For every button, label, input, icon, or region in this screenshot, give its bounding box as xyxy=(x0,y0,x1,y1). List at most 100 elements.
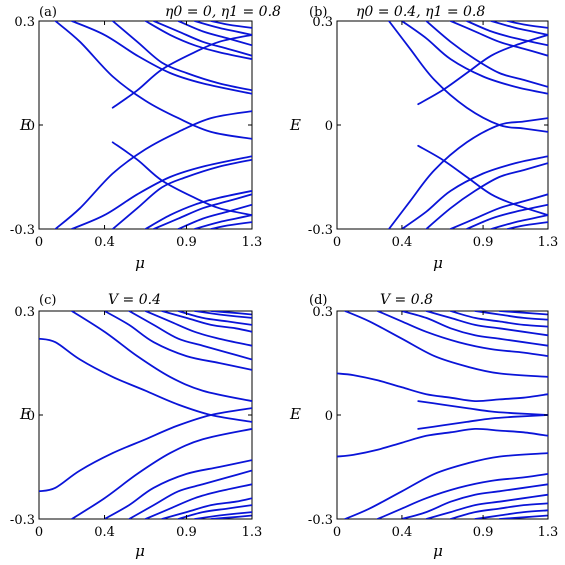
x-tick-label: 0.4 xyxy=(392,525,413,540)
band-line-2 xyxy=(388,21,548,133)
band-line-5 xyxy=(344,311,548,378)
band-line-17 xyxy=(210,21,252,29)
band-line-10 xyxy=(144,483,252,519)
panel-label: (d) xyxy=(309,293,327,308)
band-line-15 xyxy=(506,21,548,29)
band-line-2 xyxy=(337,427,548,458)
x-tick-label: 0.9 xyxy=(473,525,494,540)
band-lines xyxy=(39,311,252,519)
band-line-3 xyxy=(70,311,252,402)
x-tick-label: 0.9 xyxy=(176,235,197,250)
band-line-13 xyxy=(177,21,252,47)
tick-marks: 0 0.4 0.9 1.3-0.300.3 xyxy=(308,15,558,250)
x-tick-label: 0 xyxy=(35,235,43,250)
band-line-18 xyxy=(210,221,252,229)
band-line-9 xyxy=(401,311,548,347)
band-line-9 xyxy=(449,21,548,57)
x-axis-label: μ xyxy=(433,542,443,560)
y-tick-label: 0.3 xyxy=(14,15,35,30)
band-line-5 xyxy=(103,311,252,371)
band-line-18 xyxy=(210,514,252,519)
panel-b: 0 0.4 0.9 1.3-0.300.3 (b) η0 = 0.4, η1 = 0.… xyxy=(289,4,558,272)
y-tick-label: 0 xyxy=(27,119,35,134)
band-line-2 xyxy=(39,407,252,493)
y-axis-label: E xyxy=(19,405,31,423)
band-line-14 xyxy=(177,203,252,229)
x-tick-label: 0.9 xyxy=(473,235,494,250)
x-tick-label: 0.4 xyxy=(392,235,413,250)
x-axis-label: μ xyxy=(135,254,145,272)
band-line-4 xyxy=(70,428,252,519)
band-line-10 xyxy=(401,483,548,519)
panel-label: (c) xyxy=(39,293,56,308)
band-line-16 xyxy=(193,511,252,519)
x-tick-label: 0.4 xyxy=(94,235,115,250)
band-line-12 xyxy=(465,203,548,229)
x-tick-label: 1.3 xyxy=(538,235,559,250)
y-tick-label: 0 xyxy=(325,409,333,424)
panel-title: η0 = 0.4, η1 = 0.8 xyxy=(356,4,485,20)
band-line-1 xyxy=(39,337,252,423)
band-line-1 xyxy=(388,117,548,229)
y-tick-label: 0 xyxy=(27,409,35,424)
band-line-14 xyxy=(177,504,252,519)
x-tick-label: 1.3 xyxy=(242,525,263,540)
band-line-8 xyxy=(144,190,252,229)
band-line-14 xyxy=(490,214,548,229)
y-tick-label: 0.3 xyxy=(312,15,333,30)
band-lines xyxy=(388,21,548,229)
x-tick-label: 0.9 xyxy=(176,525,197,540)
band-line-8 xyxy=(417,144,548,216)
y-tick-label: -0.3 xyxy=(308,513,333,528)
band-line-4 xyxy=(70,155,252,229)
band-line-1 xyxy=(337,372,548,403)
x-tick-label: 0.4 xyxy=(94,525,115,540)
band-line-15 xyxy=(474,311,548,321)
band-line-5 xyxy=(425,21,548,88)
y-tick-label: -0.3 xyxy=(308,223,333,238)
x-tick-label: 0 xyxy=(333,235,341,250)
band-line-17 xyxy=(498,311,548,316)
panel-a: 0 0.4 0.9 1.3-0.300.3 (a) η0 = 0, η1 = 0.8 … xyxy=(10,4,281,272)
band-line-12 xyxy=(425,493,548,519)
band-line-11 xyxy=(111,34,252,109)
band-line-2 xyxy=(54,110,252,229)
y-axis-label: E xyxy=(289,116,301,134)
band-line-3 xyxy=(401,21,548,95)
band-line-10 xyxy=(152,193,252,229)
y-tick-label: -0.3 xyxy=(10,513,35,528)
band-line-9 xyxy=(152,21,252,57)
x-axis-label: μ xyxy=(135,542,145,560)
band-line-5 xyxy=(111,21,252,92)
plot-frame xyxy=(38,310,253,520)
tick-marks: 0 0.4 0.9 1.3-0.300.3 xyxy=(308,305,558,540)
band-line-7 xyxy=(417,34,548,106)
band-line-14 xyxy=(449,502,548,519)
panel-title: V = 0.8 xyxy=(380,292,433,308)
y-tick-label: -0.3 xyxy=(10,223,35,238)
tick-marks: 0 0.4 0.9 1.3-0.300.3 xyxy=(10,15,262,250)
band-line-13 xyxy=(490,21,548,36)
band-lines xyxy=(54,21,252,229)
band-line-4 xyxy=(417,414,548,430)
plot-frame xyxy=(336,310,549,520)
x-tick-label: 1.3 xyxy=(538,525,559,540)
band-line-3 xyxy=(70,21,252,95)
band-line-8 xyxy=(128,469,252,519)
band-line-11 xyxy=(425,311,548,337)
band-line-11 xyxy=(161,311,252,333)
band-line-3 xyxy=(417,400,548,416)
y-tick-label: 0.3 xyxy=(312,305,333,320)
y-axis-label: E xyxy=(289,405,301,423)
band-line-18 xyxy=(498,514,548,519)
band-line-9 xyxy=(144,311,252,347)
y-axis-label: E xyxy=(19,116,31,134)
band-line-17 xyxy=(210,311,252,316)
band-line-6 xyxy=(425,162,548,229)
band-line-6 xyxy=(103,459,252,519)
panel-c: 0 0.4 0.9 1.3-0.300.3 (c) V = 0.4 E μ xyxy=(10,292,262,560)
band-line-13 xyxy=(449,311,548,328)
band-line-4 xyxy=(401,155,548,229)
panel-d: 0 0.4 0.9 1.3-0.300.3 (d) V = 0.8 E μ xyxy=(289,292,558,560)
band-line-12 xyxy=(161,497,252,519)
